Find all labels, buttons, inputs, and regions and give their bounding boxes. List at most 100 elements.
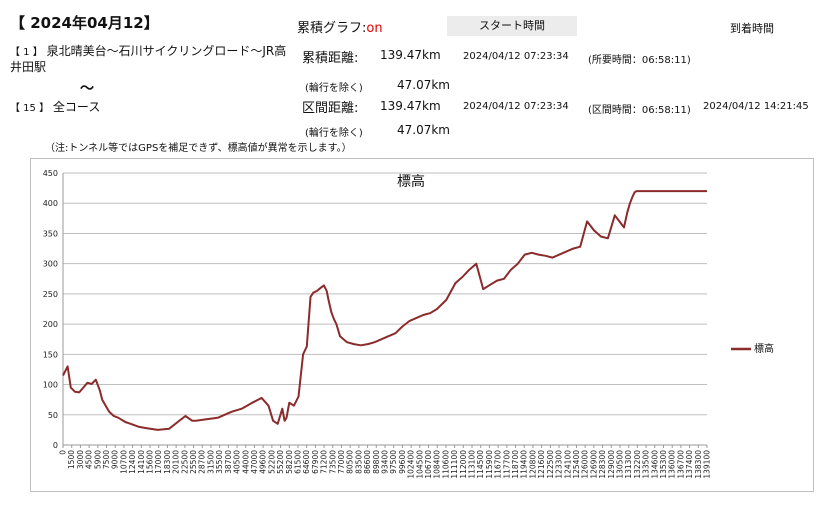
x-tick-label: 133500 (642, 450, 651, 479)
y-tick-label: 50 (48, 411, 58, 420)
x-tick-label: 31500 (206, 450, 215, 474)
x-tick-label: 10700 (119, 450, 128, 474)
x-tick-label: 136700 (676, 450, 685, 479)
x-tick-label: 35500 (215, 450, 224, 474)
x-tick-label: 40500 (233, 450, 242, 474)
route-from: 【 1 】 泉北晴美台～石川サイクリングロード～JR高井田駅 (10, 44, 295, 74)
legend-label: 標高 (754, 342, 774, 355)
cumulative-graph-label: 累積グラフ: (297, 21, 367, 36)
route-to: 【 15 】 全コース (10, 98, 100, 115)
x-tick-label: 113100 (468, 450, 477, 479)
cumulative-graph-state[interactable]: on (366, 21, 383, 36)
x-tick-label: 89800 (372, 450, 381, 474)
x-tick-label: 71200 (320, 450, 329, 474)
section-duration: (区間時間：06:58:11) (588, 105, 691, 116)
x-tick-label: 126000 (581, 450, 590, 479)
y-tick-label: 100 (43, 381, 58, 390)
chart-title: 標高 (397, 173, 425, 190)
x-tick-label: 67900 (311, 450, 320, 474)
x-tick-label: 5900 (93, 450, 102, 469)
x-tick-label: 25500 (189, 450, 198, 474)
x-tick-label: 139100 (703, 450, 712, 479)
x-tick-label: 1500 (67, 450, 76, 469)
section-distance-value: 139.47km (380, 99, 441, 113)
route-to-index: 【 15 】 (10, 103, 50, 114)
x-tick-label: 126900 (589, 450, 598, 479)
report-date-title: 【 2024年04月12】 (10, 14, 159, 32)
x-tick-label: 118700 (511, 450, 520, 479)
y-tick-label: 200 (43, 320, 58, 329)
cumulative-start-time: 2024/04/12 07:23:34 (463, 51, 569, 62)
x-tick-label: 22500 (180, 450, 189, 474)
route-separator: ～ (80, 81, 94, 97)
x-tick-label: 4500 (85, 450, 94, 469)
series-line-elevation (62, 190, 707, 431)
x-tick-label: 138300 (694, 450, 703, 479)
x-tick-label: 55200 (276, 450, 285, 474)
x-tick-label: 77000 (337, 450, 346, 474)
route-to-name: 全コース (52, 100, 101, 114)
cumulative-distance-value: 139.47km (380, 48, 441, 62)
x-tick-label: 104500 (415, 450, 424, 479)
x-tick-label: 119400 (520, 450, 529, 479)
x-tick-label: 7500 (102, 450, 111, 469)
cumulative-duration: (所要時間：06:58:11) (588, 55, 691, 66)
x-tick-label: 83500 (354, 450, 363, 474)
x-tick-label: 38700 (224, 450, 233, 474)
x-tick-label: 9000 (111, 450, 120, 469)
x-tick-label: 128300 (598, 450, 607, 479)
x-tick-label: 129000 (607, 450, 616, 479)
cumulative-exclude-label: (輪行を除く) (305, 83, 363, 94)
chart-grid (62, 172, 707, 446)
x-tick-label: 52200 (267, 450, 276, 474)
x-tick-label: 99600 (398, 450, 407, 474)
start-time-header: スタート時間 (447, 16, 577, 36)
section-start-time: 2024/04/12 07:23:34 (463, 101, 569, 112)
x-tick-label: 49600 (259, 450, 268, 474)
x-tick-label: 120800 (528, 450, 537, 479)
x-tick-label: 117700 (502, 450, 511, 479)
x-tick-label: 47000 (250, 450, 259, 474)
y-tick-label: 150 (43, 350, 58, 359)
x-tick-label: 3000 (76, 450, 85, 469)
x-tick-label: 86600 (363, 450, 372, 474)
y-tick-label: 300 (43, 260, 58, 269)
arrival-time-header: 到着時間 (730, 22, 774, 35)
x-tick-label: 136000 (668, 450, 677, 479)
x-tick-label: 20100 (172, 450, 181, 474)
x-tick-label: 123300 (555, 450, 564, 479)
x-tick-label: 0 (59, 450, 68, 455)
x-tick-label: 64600 (302, 450, 311, 474)
cumulative-graph-toggle[interactable]: 累積グラフ:on (297, 17, 383, 36)
x-tick-label: 18300 (163, 450, 172, 474)
x-tick-label: 110600 (441, 450, 450, 479)
y-tick-label: 400 (43, 199, 58, 208)
x-tick-label: 137400 (685, 450, 694, 479)
x-tick-label: 17000 (154, 450, 163, 474)
section-distance-label: 区間距離: (302, 101, 359, 116)
chart-legend: 標高 (731, 342, 774, 355)
route-from-name: 泉北晴美台～石川サイクリングロード～JR高井田駅 (10, 44, 287, 74)
x-tick-label: 135300 (659, 450, 668, 479)
y-tick-label: 350 (43, 229, 58, 238)
gps-note: （注:トンネル等ではGPSを補足できず、標高値が異常を示します。） (45, 143, 352, 154)
x-tick-label: 73500 (328, 450, 337, 474)
series-layer (62, 190, 707, 431)
x-tick-label: 124100 (563, 450, 572, 479)
x-tick-label: 131300 (624, 450, 633, 479)
y-tick-label: 250 (43, 290, 58, 299)
x-tick-label: 114500 (476, 450, 485, 479)
section-arrival-time: 2024/04/12 14:21:45 (703, 101, 809, 112)
x-tick-label: 130500 (615, 450, 624, 479)
x-tick-label: 132200 (633, 450, 642, 479)
x-tick-label: 108400 (433, 450, 442, 479)
x-tick-label: 111100 (450, 450, 459, 479)
x-tick-label: 28700 (198, 450, 207, 474)
x-tick-label: 121600 (537, 450, 546, 479)
route-from-index: 【 1 】 (10, 47, 43, 58)
x-tick-label: 14100 (137, 450, 146, 474)
x-tick-label: 58200 (285, 450, 294, 474)
x-tick-label: 80500 (346, 450, 355, 474)
x-tick-label: 122500 (546, 450, 555, 479)
